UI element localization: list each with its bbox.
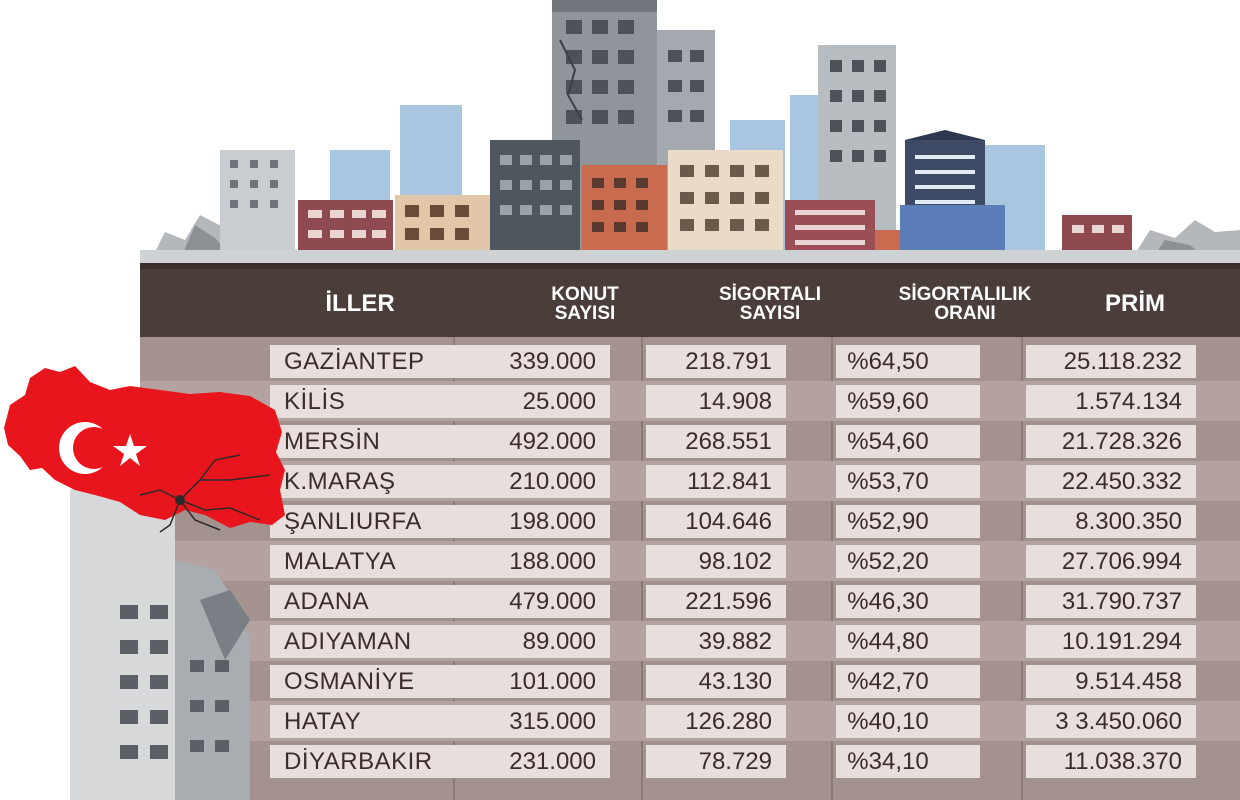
insurance-rate: %46,30 bbox=[836, 585, 980, 618]
table-row: KİLİS 25.000 14.908 %59,60 1.574.134 bbox=[140, 381, 1240, 421]
housing-count: 492.000 bbox=[458, 425, 610, 458]
housing-count: 198.000 bbox=[458, 505, 610, 538]
city-name: OSMANİYE bbox=[270, 665, 582, 698]
insured-count: 218.791 bbox=[646, 345, 786, 378]
insured-count: 98.102 bbox=[646, 545, 786, 578]
header-insured-count: SİGORTALI SAYISI bbox=[675, 269, 865, 339]
insured-count: 78.729 bbox=[646, 745, 786, 778]
header-insurance-rate: SİGORTALILIK ORANI bbox=[835, 269, 1095, 339]
header-insured-line1: SİGORTALI bbox=[718, 284, 822, 305]
premium: 3 3.450.060 bbox=[1026, 705, 1196, 738]
insurance-rate: %44,80 bbox=[836, 625, 980, 658]
table-row: DİYARBAKIR 231.000 78.729 %34,10 11.038.… bbox=[140, 741, 1240, 781]
table-row: HATAY 315.000 126.280 %40,10 3 3.450.060 bbox=[140, 701, 1240, 741]
table-row: ADIYAMAN 89.000 39.882 %44,80 10.191.294 bbox=[140, 621, 1240, 661]
insured-count: 14.908 bbox=[646, 385, 786, 418]
housing-count: 25.000 bbox=[458, 385, 610, 418]
table-row: OSMANİYE 101.000 43.130 %42,70 9.514.458 bbox=[140, 661, 1240, 701]
premium: 11.038.370 bbox=[1026, 745, 1196, 778]
header-premium: PRİM bbox=[1050, 269, 1220, 339]
table-row: ŞANLIURFA 198.000 104.646 %52,90 8.300.3… bbox=[140, 501, 1240, 541]
header-rate-line2: ORANI bbox=[934, 303, 996, 324]
header-rate-line1: SİGORTALILIK bbox=[898, 284, 1032, 305]
header-cities: İLLER bbox=[290, 269, 430, 339]
insurance-rate: %34,10 bbox=[836, 745, 980, 778]
housing-count: 210.000 bbox=[458, 465, 610, 498]
header-insured-line2: SAYISI bbox=[739, 303, 801, 324]
housing-count: 188.000 bbox=[458, 545, 610, 578]
insurance-rate: %52,20 bbox=[836, 545, 980, 578]
header-housing-count: KONUT SAYISI bbox=[500, 269, 670, 339]
premium: 9.514.458 bbox=[1026, 665, 1196, 698]
insured-count: 221.596 bbox=[646, 585, 786, 618]
damaged-city-skyline-illustration bbox=[140, 0, 1240, 264]
insurance-rate: %53,70 bbox=[836, 465, 980, 498]
premium: 31.790.737 bbox=[1026, 585, 1196, 618]
housing-count: 101.000 bbox=[458, 665, 610, 698]
table-row: ADANA 479.000 221.596 %46,30 31.790.737 bbox=[140, 581, 1240, 621]
header-housing-line1: KONUT bbox=[551, 284, 619, 305]
premium: 22.450.332 bbox=[1026, 465, 1196, 498]
housing-count: 315.000 bbox=[458, 705, 610, 738]
premium: 21.728.326 bbox=[1026, 425, 1196, 458]
table-row: K.MARAŞ 210.000 112.841 %53,70 22.450.33… bbox=[140, 461, 1240, 501]
premium: 8.300.350 bbox=[1026, 505, 1196, 538]
insurance-rate: %52,90 bbox=[836, 505, 980, 538]
table-row: MALATYA 188.000 98.102 %52,20 27.706.994 bbox=[140, 541, 1240, 581]
insurance-rate: %64,50 bbox=[836, 345, 980, 378]
housing-count: 89.000 bbox=[458, 625, 610, 658]
insured-count: 126.280 bbox=[646, 705, 786, 738]
table-header: İLLER KONUT SAYISI SİGORTALI SAYISI SİGO… bbox=[140, 263, 1240, 339]
insurance-rate: %40,10 bbox=[836, 705, 980, 738]
insurance-rate: %59,60 bbox=[836, 385, 980, 418]
premium: 1.574.134 bbox=[1026, 385, 1196, 418]
insured-count: 43.130 bbox=[646, 665, 786, 698]
premium: 27.706.994 bbox=[1026, 545, 1196, 578]
insured-count: 39.882 bbox=[646, 625, 786, 658]
turkey-flag-map-illustration bbox=[4, 366, 285, 800]
insured-count: 104.646 bbox=[646, 505, 786, 538]
premium: 10.191.294 bbox=[1026, 625, 1196, 658]
insured-count: 112.841 bbox=[646, 465, 786, 498]
header-cities-label: İLLER bbox=[325, 290, 395, 317]
table-row: GAZİANTEP 339.000 218.791 %64,50 25.118.… bbox=[140, 341, 1240, 381]
insurance-table: GAZİANTEP 339.000 218.791 %64,50 25.118.… bbox=[140, 337, 1240, 800]
header-premium-label: PRİM bbox=[1105, 290, 1165, 317]
table-row: MERSİN 492.000 268.551 %54,60 21.728.326 bbox=[140, 421, 1240, 461]
housing-count: 231.000 bbox=[458, 745, 610, 778]
housing-count: 479.000 bbox=[458, 585, 610, 618]
insurance-rate: %54,60 bbox=[836, 425, 980, 458]
insurance-rate: %42,70 bbox=[836, 665, 980, 698]
housing-count: 339.000 bbox=[458, 345, 610, 378]
insured-count: 268.551 bbox=[646, 425, 786, 458]
premium: 25.118.232 bbox=[1026, 345, 1196, 378]
header-housing-line2: SAYISI bbox=[554, 303, 616, 324]
